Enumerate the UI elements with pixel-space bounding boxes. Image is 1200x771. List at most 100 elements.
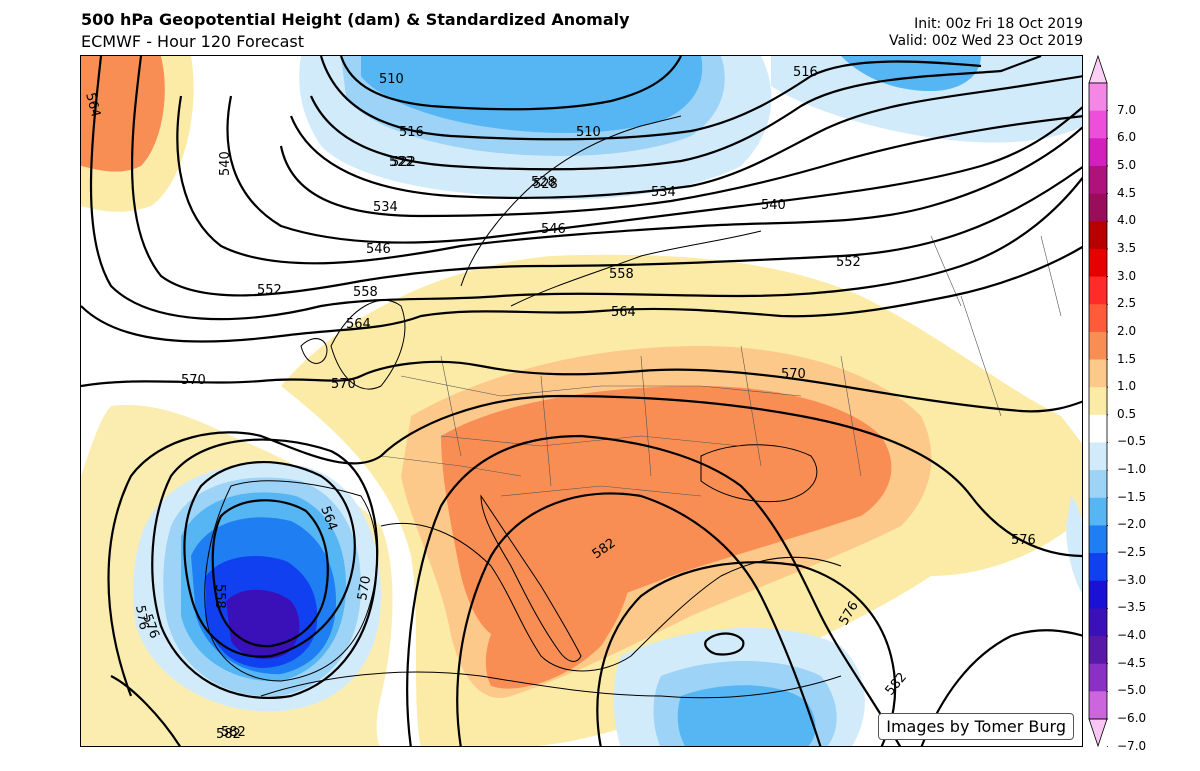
coastline-north-africa [260, 671, 842, 699]
colorbar-label: −1.5 [1117, 489, 1147, 504]
contour-582 [110, 434, 902, 746]
colorbar-segment [1089, 442, 1107, 471]
colorbar-segment [1089, 83, 1107, 112]
border-lines-2 [440, 345, 862, 487]
contour-570-trough [151, 438, 379, 699]
contour-label: 528 [533, 177, 558, 192]
contour-528 [289, 75, 1082, 200]
contour-label: 570 [355, 575, 374, 602]
contour-labels: 510 516 522 528 534 540 546 552 558 564 … [82, 65, 1036, 742]
contour-564-trough [183, 461, 356, 658]
colorbar-label: 5.0 [1117, 157, 1137, 172]
contour-576-south [596, 561, 897, 746]
contour-label: 510 [379, 72, 404, 87]
contour-label: 546 [366, 242, 391, 257]
colorbar-label: −6.0 [1117, 711, 1147, 725]
contour-label: 576 [1011, 533, 1036, 548]
contour-label: 528 [531, 175, 556, 190]
contour-closed-small [704, 632, 745, 656]
contour-label: 582 [221, 725, 246, 740]
colorbar-label: 0.5 [1117, 406, 1137, 421]
contour-label: 558 [609, 267, 634, 282]
contour-label: 516 [793, 65, 818, 80]
contour-558-trough [211, 499, 329, 648]
colorbar-frame [1088, 82, 1108, 720]
anomaly-negative-north-strong [361, 56, 703, 133]
coastline-british-isles [300, 299, 406, 390]
colorbar-segment [1089, 193, 1107, 222]
contour-label: 510 [576, 125, 601, 140]
colorbar-label: 1.0 [1117, 379, 1137, 394]
colorbar-label: 4.0 [1117, 213, 1137, 228]
colorbar-extend-top [1088, 55, 1108, 84]
height-contours [81, 56, 1082, 746]
colorbar-segment [1089, 165, 1107, 195]
colorbar-segment [1089, 331, 1107, 361]
colorbar [1088, 55, 1108, 747]
colorbar-segment [1089, 636, 1107, 665]
contour-label: 570 [331, 377, 356, 392]
colorbar-segment [1089, 580, 1107, 609]
contour-label: 558 [353, 285, 378, 300]
colorbar-label: 1.5 [1117, 351, 1137, 366]
border-lines-1 [380, 375, 802, 497]
contour-label: 564 [346, 317, 371, 332]
contour-label: 516 [399, 125, 424, 140]
colorbar-extend-bottom [1088, 718, 1108, 747]
colorbar-segment [1089, 663, 1107, 692]
colorbar-segment [1089, 608, 1107, 637]
colorbar-label: 2.0 [1117, 323, 1137, 338]
contour-564 [81, 245, 1082, 343]
contour-534 [279, 115, 1082, 218]
colorbar-label: −3.0 [1117, 572, 1147, 587]
contour-552 [130, 56, 1082, 297]
contour-label: 570 [181, 373, 206, 388]
colorbar-segment [1089, 359, 1107, 388]
valid-time: Valid: 00z Wed 23 Oct 2019 [888, 33, 1083, 49]
coastlines [204, 115, 842, 699]
contour-522 [309, 56, 1042, 171]
contour-label: 534 [651, 185, 676, 200]
contour-label: 582 [883, 670, 910, 699]
contour-570 [81, 360, 1082, 413]
chart-subtitle: ECMWF - Hour 120 Forecast [81, 32, 305, 51]
contour-label: 546 [541, 222, 566, 237]
contour-label: 540 [761, 198, 786, 213]
contour-546 [176, 95, 1082, 265]
colorbar-segment [1089, 553, 1107, 582]
anomaly-positive-nw [81, 56, 165, 172]
colorbar-label: −2.0 [1117, 517, 1147, 532]
anomaly-shading [81, 56, 1082, 746]
colorbar-segment [1089, 248, 1107, 278]
anomaly-negative-east-edge [1066, 496, 1082, 594]
colorbar-label: −5.0 [1117, 683, 1147, 698]
contour-label: 576 [132, 604, 151, 631]
colorbar-label: 2.5 [1117, 296, 1137, 311]
init-time: Init: 00z Fri 18 Oct 2019 [914, 16, 1083, 32]
colorbar-segment [1089, 276, 1107, 305]
colorbar-segment [1089, 138, 1107, 167]
contour-540 [226, 95, 1082, 244]
colorbar-segment [1089, 414, 1107, 443]
contour-label: 564 [82, 91, 103, 119]
contour-label: 582 [216, 727, 241, 742]
contour-576 [107, 394, 1082, 697]
colorbar-label: −4.5 [1117, 655, 1147, 670]
colorbar-segment [1089, 304, 1107, 333]
anomaly-positive-strong-2 [485, 556, 630, 689]
coastline-mediterranean [380, 522, 842, 672]
contour-label: 552 [257, 283, 282, 298]
colorbar-segment [1089, 525, 1107, 554]
colorbar-label: −2.5 [1117, 545, 1147, 560]
contour-label: 570 [781, 367, 806, 382]
colorbar-label: 3.5 [1117, 240, 1137, 255]
chart-title: 500 hPa Geopotential Height (dam) & Stan… [81, 10, 630, 29]
contour-label: 522 [389, 155, 414, 170]
contour-label: 540 [218, 151, 233, 176]
colorbar-segment [1089, 691, 1107, 720]
contour-label: 558 [212, 584, 227, 609]
colorbar-label: −4.0 [1117, 628, 1147, 643]
colorbar-label: −0.5 [1117, 434, 1147, 449]
anomaly-positive-nw-light [81, 56, 194, 212]
colorbar-segment [1089, 470, 1107, 499]
